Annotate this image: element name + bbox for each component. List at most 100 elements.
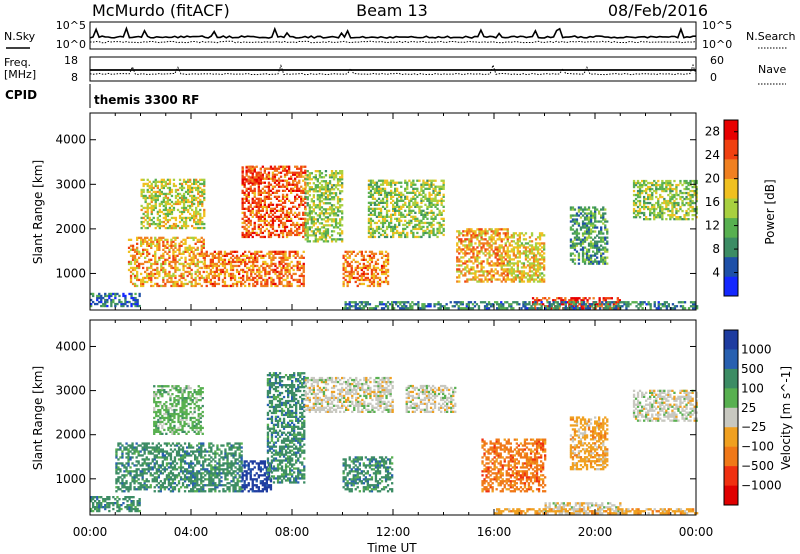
power-cell bbox=[426, 181, 429, 184]
power-cell bbox=[158, 220, 161, 224]
power-cell bbox=[178, 268, 181, 272]
power-cell bbox=[592, 246, 595, 249]
power-cell bbox=[330, 230, 334, 233]
power-cell bbox=[667, 179, 670, 183]
power-cell bbox=[422, 179, 425, 182]
power-cell bbox=[383, 215, 387, 218]
power-cell bbox=[586, 299, 589, 302]
power-cell bbox=[184, 240, 187, 243]
power-cell bbox=[281, 209, 285, 212]
power-cell bbox=[486, 272, 489, 275]
power-cell bbox=[568, 299, 571, 302]
power-cell bbox=[300, 264, 303, 268]
power-cell bbox=[391, 307, 394, 310]
power-cell bbox=[298, 280, 301, 284]
power-cell bbox=[243, 181, 246, 184]
power-cell bbox=[383, 217, 387, 220]
power-cell bbox=[578, 303, 581, 306]
power-cell bbox=[247, 233, 250, 237]
power-cell bbox=[423, 305, 426, 308]
power-cell bbox=[632, 189, 636, 193]
power-cell bbox=[350, 264, 353, 268]
power-cell bbox=[687, 201, 690, 205]
power-cell bbox=[381, 205, 385, 208]
power-cell bbox=[241, 221, 244, 225]
power-cell bbox=[583, 212, 587, 215]
power-cell bbox=[332, 196, 336, 199]
power-cell bbox=[120, 300, 123, 304]
power-cell bbox=[215, 256, 218, 259]
power-cell bbox=[158, 246, 161, 249]
power-cell bbox=[418, 227, 421, 231]
power-cell bbox=[231, 264, 235, 268]
power-cell bbox=[526, 246, 530, 249]
power-cell bbox=[502, 238, 505, 241]
power-cell bbox=[273, 191, 277, 194]
power-cell bbox=[438, 189, 441, 192]
power-cell bbox=[273, 233, 277, 237]
power-cell bbox=[414, 235, 417, 239]
power-cell bbox=[346, 307, 349, 310]
power-cell bbox=[663, 211, 666, 215]
power-cell bbox=[174, 222, 178, 226]
power-cell bbox=[530, 240, 534, 243]
power-cell bbox=[585, 256, 589, 259]
power-cell bbox=[526, 274, 530, 277]
power-cell bbox=[294, 195, 297, 198]
power-cell bbox=[174, 266, 177, 270]
power-cell bbox=[472, 262, 475, 265]
power-cell bbox=[532, 254, 536, 257]
power-cell bbox=[592, 254, 595, 257]
power-cell bbox=[470, 240, 473, 243]
power-cell bbox=[124, 296, 127, 300]
power-cell bbox=[695, 211, 698, 215]
power-cell bbox=[587, 262, 591, 265]
power-cell bbox=[466, 232, 469, 235]
power-cell bbox=[592, 242, 595, 245]
power-cell bbox=[187, 200, 190, 204]
power-cell bbox=[294, 256, 297, 259]
power-cell bbox=[278, 276, 281, 280]
power-cell bbox=[466, 260, 469, 263]
power-cell bbox=[532, 258, 536, 261]
power-cell bbox=[516, 252, 519, 255]
power-cell bbox=[490, 238, 493, 241]
power-cell bbox=[336, 182, 340, 185]
power-cell bbox=[201, 194, 204, 198]
power-cell bbox=[142, 252, 145, 255]
power-cell bbox=[298, 268, 301, 272]
power-cell bbox=[172, 250, 175, 253]
power-cell bbox=[332, 220, 336, 223]
power-cell bbox=[142, 250, 145, 253]
power-cell bbox=[408, 207, 411, 210]
power-cell bbox=[170, 260, 173, 264]
power-cell bbox=[191, 198, 194, 202]
power-cell bbox=[366, 284, 369, 288]
power-cell bbox=[160, 224, 163, 228]
power-cell bbox=[636, 195, 640, 199]
power-cell bbox=[330, 208, 334, 211]
noise-tick-top-left: 10^5 bbox=[56, 19, 86, 32]
power-cell bbox=[369, 183, 373, 186]
power-cell bbox=[474, 232, 477, 235]
power-cell bbox=[259, 205, 262, 208]
power-cell bbox=[288, 177, 291, 180]
power-cell bbox=[312, 224, 315, 227]
power-cell bbox=[223, 270, 227, 274]
power-cell bbox=[290, 209, 293, 212]
power-cell bbox=[407, 301, 410, 304]
power-cell bbox=[408, 205, 411, 208]
power-cell bbox=[552, 299, 555, 302]
power-cell bbox=[312, 232, 315, 235]
power-cell bbox=[168, 270, 171, 274]
power-cell bbox=[261, 191, 264, 194]
power-cell bbox=[492, 250, 495, 253]
power-cell bbox=[589, 256, 593, 259]
power-cell bbox=[267, 193, 271, 196]
power-cell bbox=[276, 250, 279, 253]
power-cell bbox=[418, 209, 421, 212]
power-cell bbox=[428, 203, 431, 206]
power-cell bbox=[249, 223, 252, 227]
